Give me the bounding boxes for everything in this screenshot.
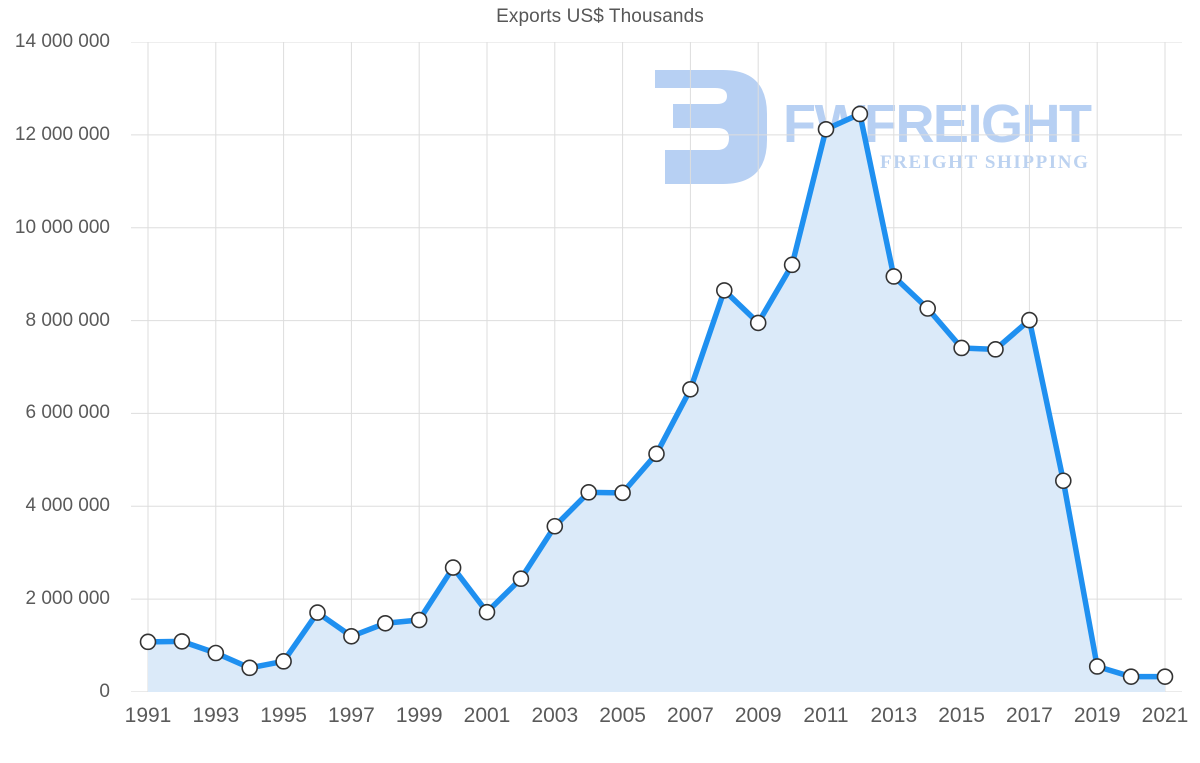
data-point-marker[interactable] (715, 282, 733, 299)
x-axis-tick-label: 1991 (124, 704, 172, 727)
x-axis-tick-label: 2001 (463, 704, 511, 727)
y-axis-tick-label: 0 (99, 681, 110, 702)
data-point-marker[interactable] (512, 570, 530, 588)
y-axis-tick-label: 10 000 000 (14, 216, 110, 238)
data-point-marker[interactable] (1122, 668, 1140, 685)
data-point-marker[interactable] (682, 380, 699, 398)
data-point-marker[interactable] (953, 339, 970, 357)
area-fill (148, 113, 1165, 692)
x-axis-tick-label: 2009 (734, 704, 782, 727)
data-point-marker[interactable] (1156, 668, 1174, 685)
data-point-marker[interactable] (478, 603, 496, 621)
data-point-marker[interactable] (987, 341, 1004, 358)
x-axis-tick-label: 1997 (328, 704, 375, 727)
x-axis-tick-label: 2007 (667, 704, 714, 727)
x-axis-tick-label: 2015 (938, 704, 985, 727)
data-point-marker[interactable] (614, 484, 631, 502)
data-point-marker[interactable] (139, 633, 157, 651)
data-point-marker[interactable] (1054, 472, 1072, 490)
x-axis-tick-label: 2019 (1073, 704, 1121, 727)
plot-area (131, 42, 1182, 692)
data-point-marker[interactable] (749, 314, 767, 332)
y-axis-tick-label: 14 000 000 (14, 31, 110, 52)
y-axis-tick-label: 6 000 000 (25, 402, 110, 424)
data-point-markers (139, 105, 1174, 685)
data-point-marker[interactable] (817, 120, 835, 138)
x-axis-tick-label: 1999 (395, 704, 443, 727)
data-point-marker[interactable] (546, 517, 564, 535)
data-point-marker[interactable] (1088, 658, 1106, 675)
x-axis-tick-label: 1993 (192, 704, 240, 727)
y-axis-tick-label: 2 000 000 (25, 588, 110, 610)
data-point-marker[interactable] (173, 633, 191, 650)
x-axis-tick-label: 2021 (1141, 704, 1189, 727)
data-point-marker[interactable] (851, 105, 869, 123)
data-point-marker[interactable] (444, 559, 462, 576)
data-point-marker[interactable] (1021, 311, 1038, 329)
data-point-marker[interactable] (783, 256, 801, 274)
data-point-marker[interactable] (919, 300, 937, 317)
y-axis-tick-label: 4 000 000 (25, 495, 110, 517)
x-axis-tick-label: 1995 (260, 704, 307, 727)
data-point-marker[interactable] (343, 627, 360, 645)
data-point-marker[interactable] (241, 659, 258, 677)
x-axis-tick-label: 2005 (599, 704, 646, 727)
data-point-marker[interactable] (648, 445, 665, 463)
x-axis-tick-label: 2011 (803, 704, 849, 727)
data-point-marker[interactable] (207, 644, 225, 662)
data-point-marker[interactable] (885, 268, 903, 285)
y-axis-tick-label: 8 000 000 (25, 309, 110, 331)
x-axis-tick-label: 2003 (531, 704, 579, 727)
data-point-marker[interactable] (275, 653, 292, 670)
x-axis-tick-label: 2017 (1006, 704, 1053, 727)
x-axis-tick-label: 2013 (870, 704, 918, 727)
data-point-marker[interactable] (377, 614, 394, 632)
y-axis-tick-label: 12 000 000 (14, 123, 110, 145)
data-point-marker[interactable] (410, 611, 428, 629)
data-point-marker[interactable] (580, 484, 598, 501)
chart-title: Exports US$ Thousands (496, 6, 704, 27)
data-point-marker[interactable] (309, 604, 326, 621)
